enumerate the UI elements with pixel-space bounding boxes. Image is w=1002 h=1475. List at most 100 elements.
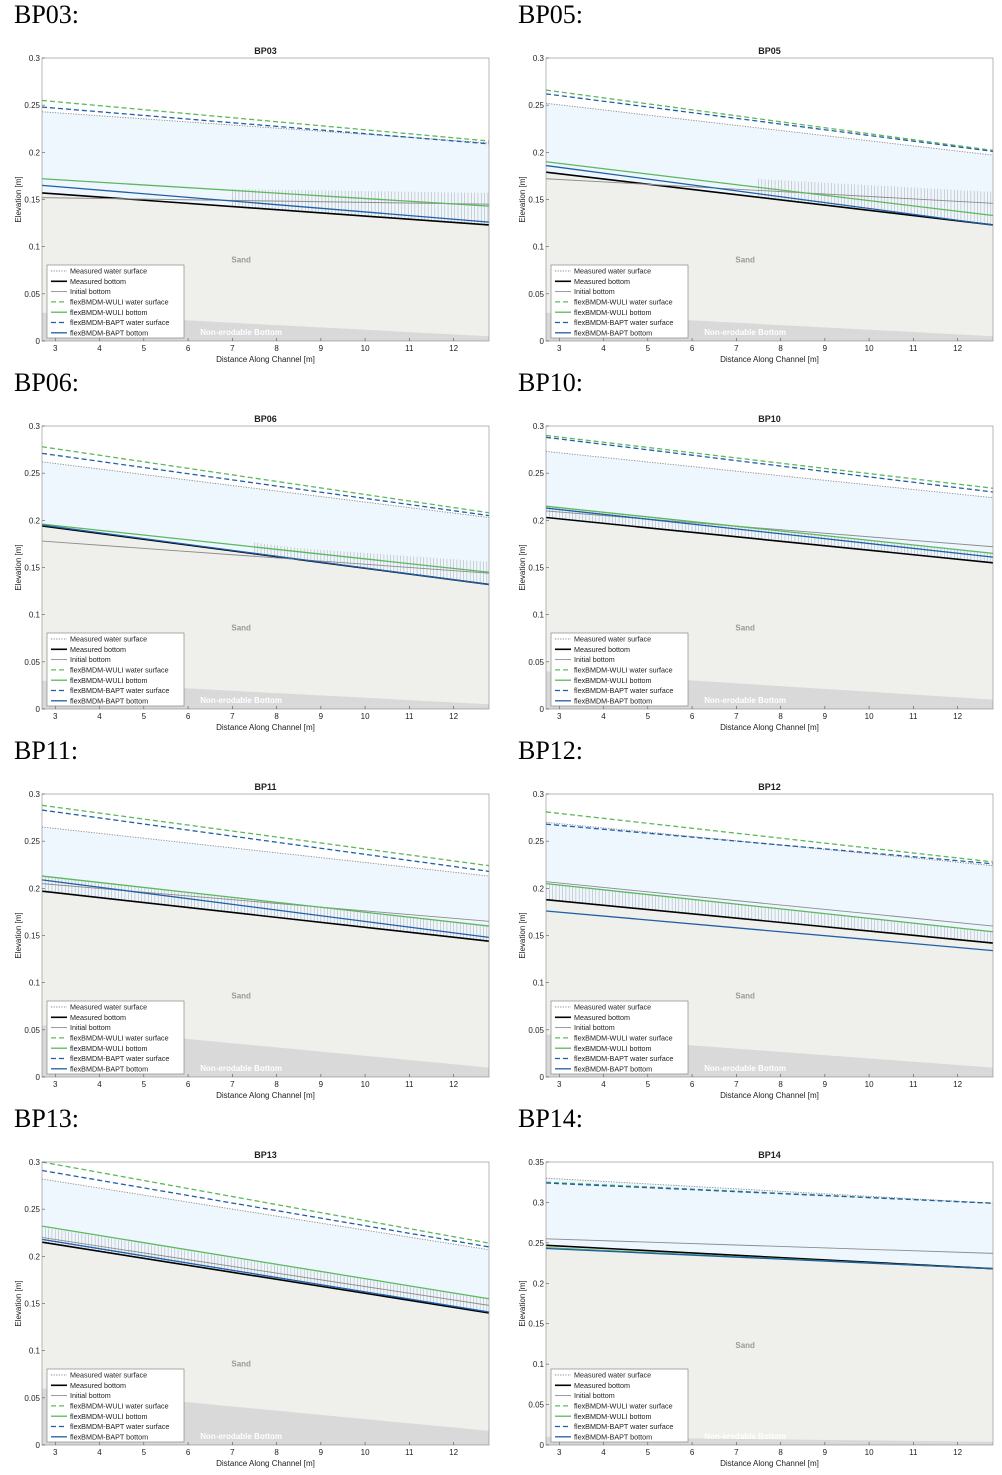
series-line-bapt-bottom <box>546 507 993 558</box>
y-tick-label: 0.15 <box>528 564 544 573</box>
series-line-wuli-bottom <box>42 523 489 573</box>
x-tick-label: 3 <box>557 344 562 353</box>
legend-entry: Initial bottom <box>574 1023 615 1032</box>
y-tick-label: 0.25 <box>24 469 40 478</box>
x-axis-label: Distance Along Channel [m] <box>720 355 819 364</box>
series-line-wuli-bottom <box>546 882 993 933</box>
legend-entry: Measured bottom <box>574 277 630 286</box>
x-tick-label: 3 <box>53 1448 58 1457</box>
x-tick-label: 6 <box>186 1080 191 1089</box>
legend-entry: flexBMDM-WULI water surface <box>574 1402 673 1411</box>
legend-entry: Measured water surface <box>70 635 147 644</box>
panel-label: BP05: <box>518 0 584 29</box>
x-tick-label: 10 <box>865 712 874 721</box>
y-tick-label: 0.25 <box>24 1205 40 1214</box>
series-line-bapt-bottom <box>42 1238 489 1313</box>
series-line-bapt-bottom <box>42 184 489 223</box>
series-line-bapt-bottom <box>42 879 489 939</box>
y-axis-label: Elevation [m] <box>518 912 527 958</box>
y-tick-label: 0.05 <box>24 1394 40 1403</box>
y-tick-label: 0.05 <box>528 290 544 299</box>
erosion-hatch <box>546 883 992 943</box>
y-tick-label: 0.1 <box>29 979 41 988</box>
x-tick-label: 5 <box>646 712 651 721</box>
x-tick-label: 10 <box>361 712 370 721</box>
y-tick-label: 0.15 <box>528 932 544 941</box>
series-line-bapt-ws <box>546 93 993 153</box>
series-line-wuli-ws <box>546 89 993 152</box>
series-line-initial-bottom <box>546 881 993 927</box>
y-tick-label: 0.2 <box>29 148 41 157</box>
y-tick-label: 0.05 <box>24 1026 40 1035</box>
y-tick-label: 0.2 <box>533 1279 545 1288</box>
panel-label: BP14: <box>518 1104 584 1133</box>
x-tick-label: 11 <box>909 1080 918 1089</box>
sand-label: Sand <box>231 624 251 633</box>
water-region <box>42 111 489 225</box>
x-tick-label: 11 <box>909 344 918 353</box>
series-line-measured-ws <box>546 451 993 499</box>
water-region <box>546 822 993 944</box>
y-tick-label: 0.1 <box>29 611 41 620</box>
y-tick-label: 0.1 <box>533 979 545 988</box>
x-tick-label: 8 <box>274 344 279 353</box>
chart-svg: BP03 3 4 5 6 7 8 9 10 11 12 0 0.05 0.1 0.15 0.2 0.25 0.3 D… <box>14 46 490 364</box>
legend-entry: flexBMDM-BAPT bottom <box>574 696 652 705</box>
erosion-hatch <box>546 506 992 563</box>
x-tick-label: 8 <box>274 1448 279 1457</box>
legend-entry: flexBMDM-BAPT water surface <box>574 318 673 327</box>
x-tick-label: 10 <box>361 344 370 353</box>
legend-entry: flexBMDM-WULI water surface <box>574 666 673 675</box>
y-tick-label: 0.3 <box>29 422 41 431</box>
x-tick-label: 12 <box>953 1080 962 1089</box>
non-erodable-label: Non-erodable Bottom <box>200 1064 282 1073</box>
legend-entry: flexBMDM-WULI water surface <box>574 1034 673 1043</box>
x-tick-label: 5 <box>142 1448 147 1457</box>
legend-entry: flexBMDM-WULI water surface <box>70 1034 169 1043</box>
y-tick-label: 0.15 <box>24 932 40 941</box>
y-tick-label: 0.15 <box>24 1300 40 1309</box>
chart-svg: BP10 3 4 5 6 7 8 9 10 11 12 0 0.05 0.1 0.15 0.2 0.25 0.3 D… <box>518 414 994 732</box>
x-tick-label: 11 <box>405 712 414 721</box>
x-tick-label: 6 <box>186 1448 191 1457</box>
panel-label: BP13: <box>14 1104 80 1133</box>
x-tick-label: 8 <box>274 712 279 721</box>
legend-entry: flexBMDM-WULI water surface <box>70 666 169 675</box>
x-tick-label: 4 <box>601 712 606 721</box>
legend-entry: flexBMDM-WULI bottom <box>574 1412 651 1421</box>
series-line-initial-bottom <box>42 197 489 205</box>
legend-entry: Measured bottom <box>70 1013 126 1022</box>
series-line-wuli-ws <box>42 446 489 514</box>
legend-entry: Measured bottom <box>574 1013 630 1022</box>
chart-title: BP05 <box>758 46 781 56</box>
series-line-wuli-ws <box>42 804 489 867</box>
x-axis-label: Distance Along Channel [m] <box>720 723 819 732</box>
x-tick-label: 7 <box>734 1080 739 1089</box>
x-tick-label: 3 <box>557 1080 562 1089</box>
y-tick-label: 0.3 <box>533 790 545 799</box>
y-tick-label: 0.1 <box>533 243 545 252</box>
series-line-measured-bottom <box>546 898 993 944</box>
x-tick-label: 7 <box>734 712 739 721</box>
y-tick-label: 0.15 <box>24 196 40 205</box>
x-tick-label: 9 <box>823 1448 828 1457</box>
y-tick-label: 0.2 <box>29 884 41 893</box>
x-tick-label: 7 <box>230 712 235 721</box>
legend-entry: flexBMDM-WULI water surface <box>574 298 673 307</box>
y-tick-label: 0.3 <box>533 422 545 431</box>
legend-entry: flexBMDM-BAPT water surface <box>70 686 169 695</box>
non-erodable-label: Non-erodable Bottom <box>704 696 786 705</box>
non-erodable-label: Non-erodable Bottom <box>704 1064 786 1073</box>
legend-entry: flexBMDM-BAPT bottom <box>574 328 652 337</box>
y-tick-label: 0.2 <box>533 884 545 893</box>
y-tick-label: 0.15 <box>24 564 40 573</box>
series-line-wuli-ws <box>546 811 993 863</box>
x-tick-label: 6 <box>690 1448 695 1457</box>
legend-entry: flexBMDM-WULI bottom <box>574 1044 651 1053</box>
y-axis-label: Elevation [m] <box>14 176 23 222</box>
x-tick-label: 10 <box>361 1080 370 1089</box>
chart-svg: BP05 3 4 5 6 7 8 9 10 11 12 0 0.05 0.1 0.15 0.2 0.25 0.3 D… <box>518 46 994 364</box>
sand-label: Sand <box>735 256 755 265</box>
